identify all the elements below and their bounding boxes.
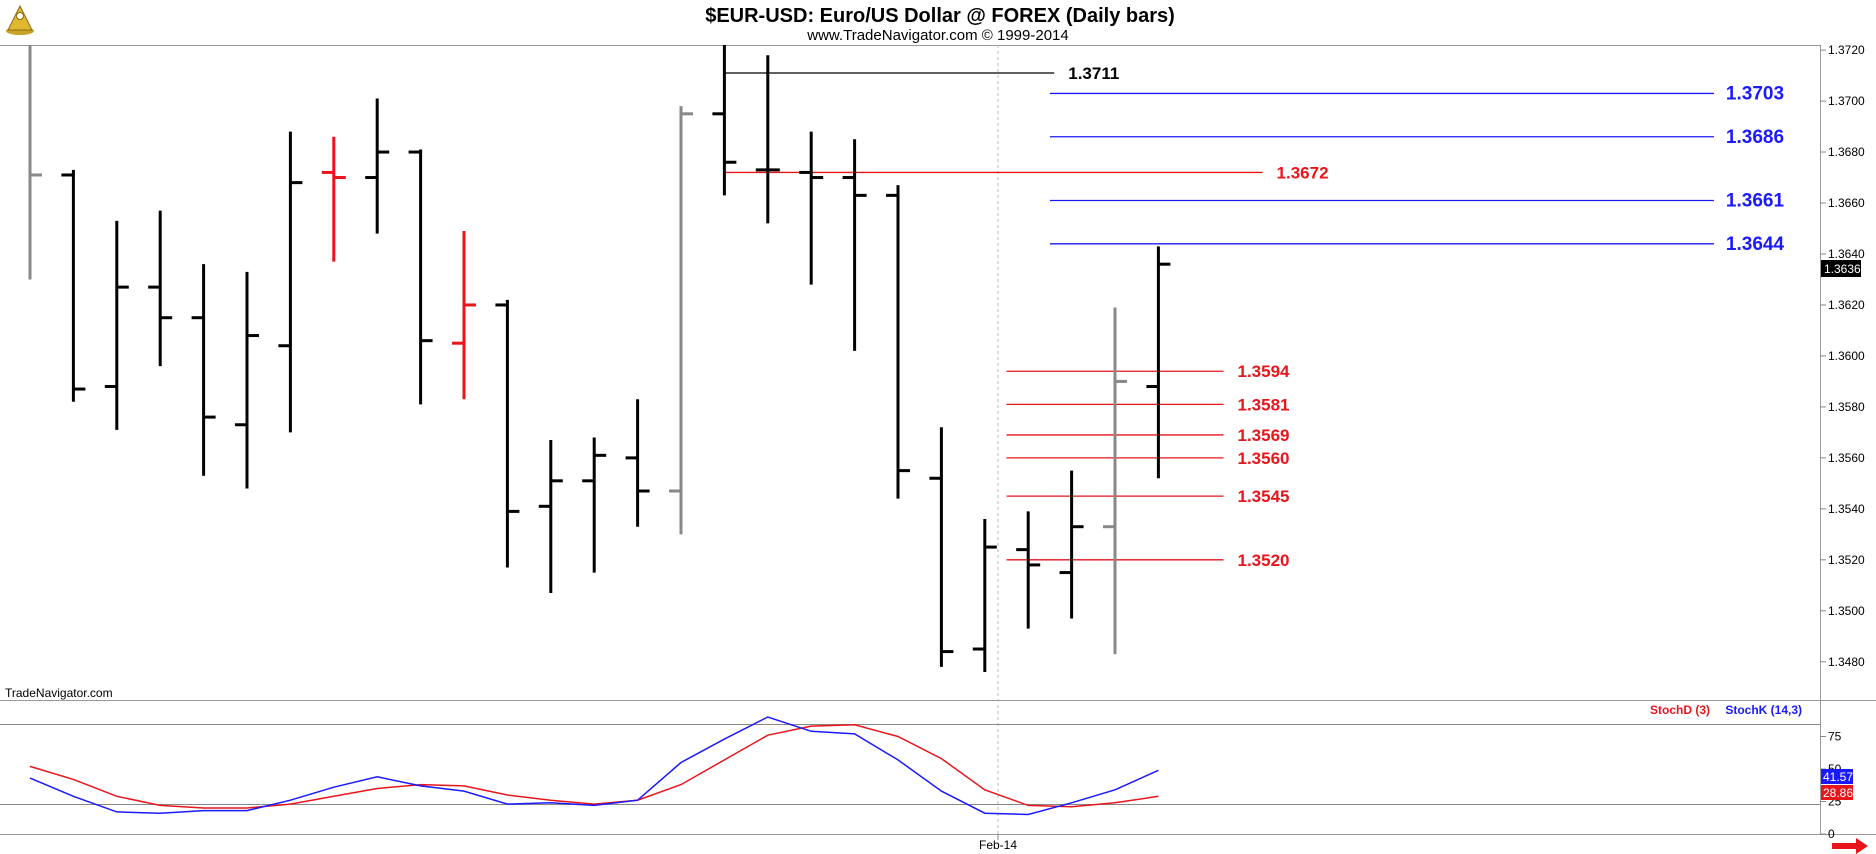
price-axis-tick-label: 1.3560 [1828,451,1865,465]
stoch-layer [29,716,1159,816]
level-label: 1.3661 [1726,190,1785,211]
ohlc-bar [842,139,867,351]
legend-stochk: StochK (14,3) [1725,703,1802,717]
price-axis-tick-label: 1.3500 [1828,604,1865,618]
level-label: 1.3560 [1238,449,1290,468]
ohlc-bar [712,45,737,196]
ohlc-bar [1059,470,1084,619]
ohlc-bar [538,440,563,593]
logo-icon [6,4,34,35]
level-label: 1.3672 [1277,163,1329,182]
ohlc-bar [929,427,954,667]
ohlc-bar [582,437,607,573]
stoch-series-line [29,724,1159,809]
levels-layer: 1.3711 1.3703 1.3686 1.3672 1.3661 1.3644 1.35… [724,64,1784,570]
level-label: 1.3569 [1238,426,1290,445]
price-axis-tick-label: 1.3600 [1828,349,1865,363]
scroll-right-arrow-icon[interactable] [1832,838,1868,854]
ohlc-bar [452,231,476,400]
price-axis-tick-label: 1.3700 [1828,94,1865,108]
ohlc-bar [1103,307,1127,655]
ohlc-bar [104,220,129,430]
stoch-series-line [29,716,1159,816]
level-label: 1.3520 [1238,551,1290,570]
legend-stochd: StochD (3) [1650,703,1710,717]
ohlc-bar [495,299,520,568]
price-axis-tick-label: 1.3540 [1828,502,1865,516]
chart-title: $EUR-USD: Euro/US Dollar @ FOREX (Daily … [705,5,1175,27]
level-label: 1.3545 [1238,487,1290,506]
ohlc-bar [755,55,780,224]
ohlc-bar [1016,511,1041,629]
stochk-value-tag: 41.57 [1823,770,1853,784]
stochd-value-tag: 28.86 [1823,786,1853,800]
last-price-tag-box [1821,260,1861,277]
bars-layer [28,45,1171,672]
price-axis-tick-label: 1.3680 [1828,145,1865,159]
level-label: 1.3581 [1238,395,1290,414]
last-price-tag: 1.3636 [1824,262,1861,276]
level-label: 1.3594 [1238,362,1291,381]
price-axis-tick-label: 1.3480 [1828,655,1865,669]
ohlc-bar [625,399,650,527]
ohlc-bar [278,131,303,433]
price-axis-tick-label: 1.3660 [1828,196,1865,210]
level-label: 1.3644 [1726,234,1785,255]
level-label: 1.3711 [1068,64,1119,83]
ohlc-bar [972,519,997,672]
ohlc-bar [321,136,346,262]
watermark-text: TradeNavigator.com [5,686,113,700]
price-axis-tick-label: 1.3620 [1828,298,1865,312]
ohlc-bar [669,106,693,535]
ohlc-bar [61,169,86,402]
ohlc-bar [365,98,390,234]
ohlc-bar [799,131,824,285]
x-axis-tick-label: Feb-14 [979,838,1017,852]
level-label: 1.3686 [1726,127,1784,148]
price-axis-tick-label: 1.3580 [1828,400,1865,414]
level-label: 1.3703 [1726,83,1784,104]
price-y-axis: 1.3720 1.3700 1.3680 1.3660 1.3640 1.3620 1.36… [1820,43,1865,669]
stoch-axis-tick-label: 75 [1828,730,1842,744]
chart-subtitle: www.TradeNavigator.com © 1999-2014 [806,27,1068,44]
ohlc-bar [1146,246,1171,479]
stoch-axis-tick-label: 0 [1828,827,1835,841]
price-axis-tick-label: 1.3640 [1828,247,1865,261]
price-axis-tick-label: 1.3720 [1828,43,1865,57]
stochk-value-tag-box [1821,769,1853,784]
ohlc-bar [235,271,259,489]
ohlc-bar [148,210,173,367]
stochd-value-tag-box [1821,785,1853,800]
ohlc-bar [191,264,216,476]
price-axis-tick-label: 1.3520 [1828,553,1865,567]
ohlc-bar [886,185,910,499]
ohlc-bar [408,149,433,405]
ohlc-bar [28,45,42,280]
